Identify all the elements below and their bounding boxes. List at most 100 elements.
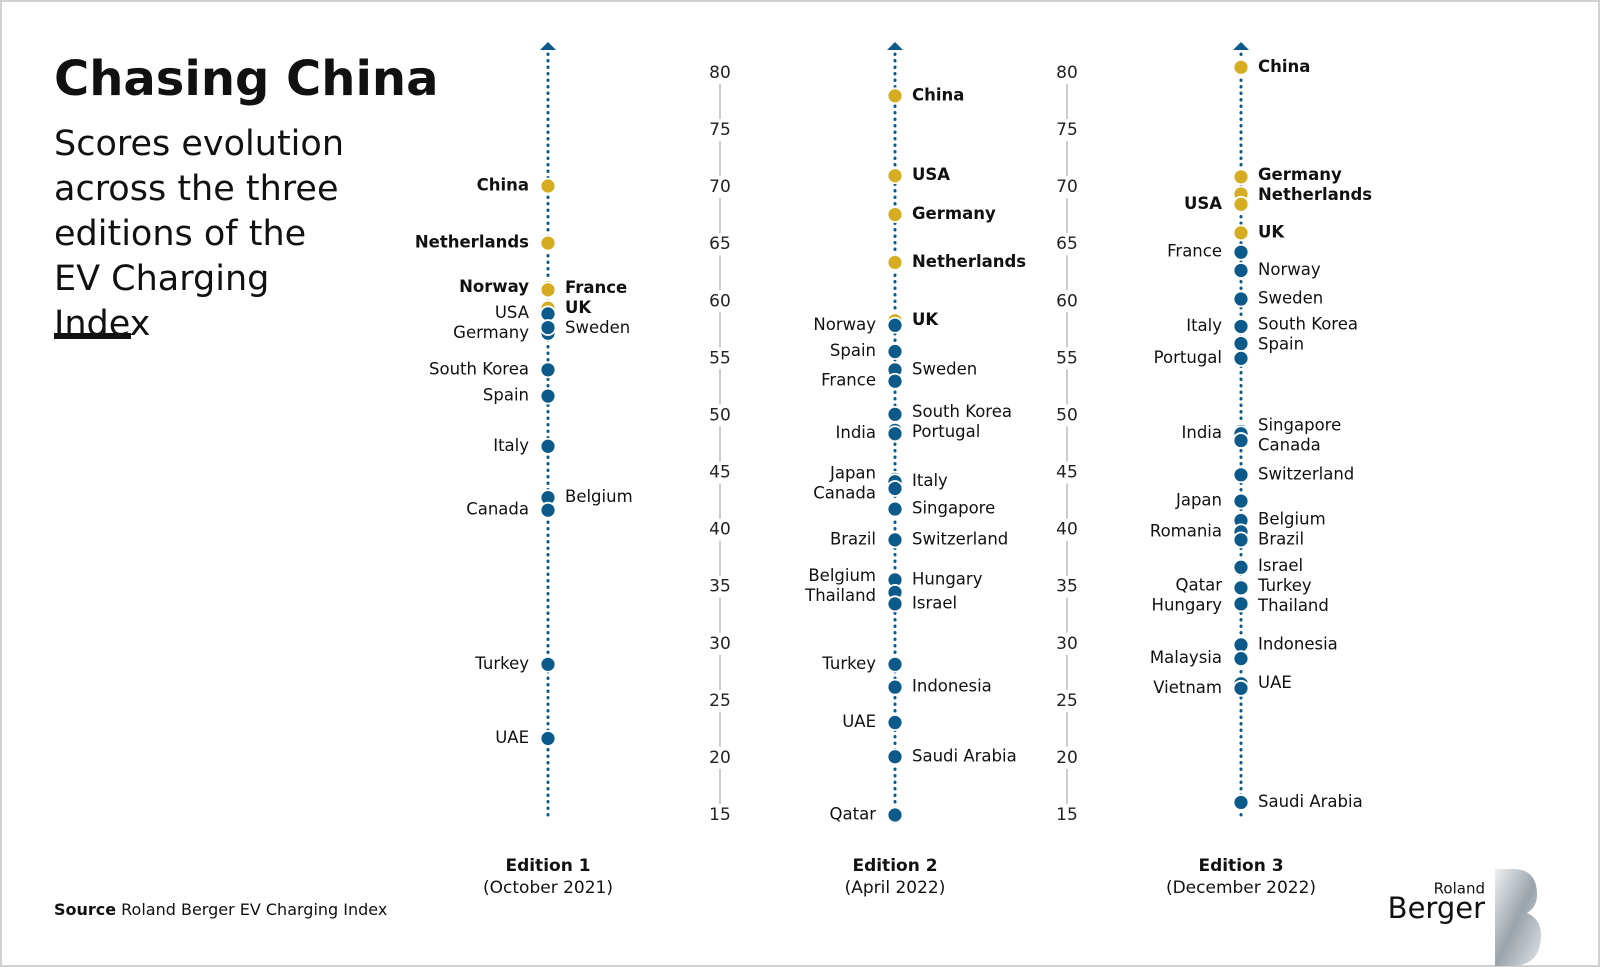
point-label: India <box>1182 423 1223 442</box>
dot <box>539 387 557 405</box>
point-label: Germany <box>1258 165 1342 184</box>
dot <box>1232 262 1250 279</box>
point-label: Belgium <box>565 487 633 506</box>
point-label: Malaysia <box>1150 648 1222 667</box>
point-label: Belgium <box>1258 510 1326 529</box>
edition-name: Edition 3 <box>1198 856 1283 876</box>
y-tick-label: 20 <box>709 748 731 768</box>
dot <box>1232 290 1250 308</box>
point-label: UAE <box>842 712 876 731</box>
point-label: UK <box>912 310 939 329</box>
point-label: Italy <box>912 471 948 490</box>
point-label: Italy <box>1186 316 1222 335</box>
y-tick-label: 15 <box>709 805 731 825</box>
dot <box>1232 349 1250 367</box>
dot <box>886 316 904 334</box>
y-tick-label: 25 <box>709 691 731 711</box>
dot <box>539 730 557 747</box>
point-label: Qatar <box>1176 575 1223 594</box>
dot <box>1232 224 1250 242</box>
point-label: South Korea <box>912 402 1012 421</box>
chart-subtitle: Scores evolution across the three editions… <box>54 124 344 344</box>
dot <box>1232 195 1250 213</box>
point-label: China <box>1258 57 1310 76</box>
y-tick-label: 70 <box>709 177 731 197</box>
dot <box>886 678 904 696</box>
dot <box>886 480 904 497</box>
point-label: Qatar <box>830 805 877 824</box>
point-label: South Korea <box>429 359 529 378</box>
point-label: Brazil <box>1258 530 1304 549</box>
point-label: UK <box>1258 222 1285 241</box>
point-label: UAE <box>1258 673 1292 692</box>
point-label: France <box>821 371 876 390</box>
point-label: Spain <box>1258 334 1304 353</box>
logo-text: Berger <box>1388 891 1485 925</box>
dot <box>539 177 557 195</box>
dot <box>539 281 557 299</box>
point-label: Israel <box>912 593 957 612</box>
dot <box>1232 335 1250 352</box>
y-tick-label: 45 <box>1056 463 1078 483</box>
y-tick-label: 50 <box>709 405 731 425</box>
y-tick-label: 70 <box>1056 177 1078 197</box>
y-tick-label: 50 <box>1056 405 1078 425</box>
dot <box>886 343 904 360</box>
y-tick-label: 35 <box>709 577 731 597</box>
point-label: UAE <box>495 728 529 747</box>
point-label: Vietnam <box>1153 678 1222 697</box>
dot <box>886 372 904 390</box>
point-label: Belgium <box>808 566 876 585</box>
dot <box>1232 595 1250 613</box>
point-label: Saudi Arabia <box>912 746 1017 765</box>
dot <box>539 319 557 336</box>
y-tick-label: 55 <box>709 348 731 368</box>
y-tick-label: 80 <box>709 63 731 83</box>
y-tick-label: 30 <box>1056 634 1078 654</box>
dot <box>1232 579 1250 597</box>
edition-date: (October 2021) <box>483 878 613 898</box>
dot <box>886 500 904 518</box>
point-label: Switzerland <box>912 529 1008 548</box>
point-label: UK <box>565 298 592 317</box>
point-label: Brazil <box>830 529 876 548</box>
y-tick-label: 15 <box>1056 805 1078 825</box>
axis-arrow <box>540 42 556 50</box>
y-tick-label: 40 <box>1056 520 1078 540</box>
dot <box>1232 679 1250 697</box>
dot <box>539 234 557 252</box>
point-label: Norway <box>813 315 876 334</box>
y-tick-label: 60 <box>1056 291 1078 311</box>
point-label: Canada <box>466 500 529 519</box>
point-label: Hungary <box>1152 595 1223 614</box>
logo-mark <box>1495 869 1541 966</box>
dot <box>886 748 904 766</box>
point-label: Norway <box>459 277 529 296</box>
chart-title: Chasing China <box>54 51 438 107</box>
axis-arrow <box>1233 42 1249 50</box>
dot <box>886 405 904 423</box>
dot <box>539 655 557 673</box>
dot <box>1232 636 1250 654</box>
edition-name: Edition 2 <box>852 856 937 876</box>
point-label: Thailand <box>1257 596 1329 615</box>
point-label: Indonesia <box>912 677 992 696</box>
point-label: Italy <box>493 436 529 455</box>
point-label: Japan <box>829 463 876 482</box>
dot <box>539 361 557 379</box>
y-tick-label: 55 <box>1056 348 1078 368</box>
dot <box>886 206 904 223</box>
point-label: France <box>1167 242 1222 261</box>
y-tick-label: 65 <box>709 234 731 254</box>
point-label: Portugal <box>912 422 980 441</box>
dot <box>886 714 904 731</box>
dot <box>1232 650 1250 668</box>
y-tick-label: 45 <box>709 463 731 483</box>
point-label: China <box>912 85 964 104</box>
source-label: Source <box>54 900 116 919</box>
dot <box>886 595 904 613</box>
point-label: Sweden <box>1258 289 1323 308</box>
point-label: Thailand <box>804 586 876 605</box>
